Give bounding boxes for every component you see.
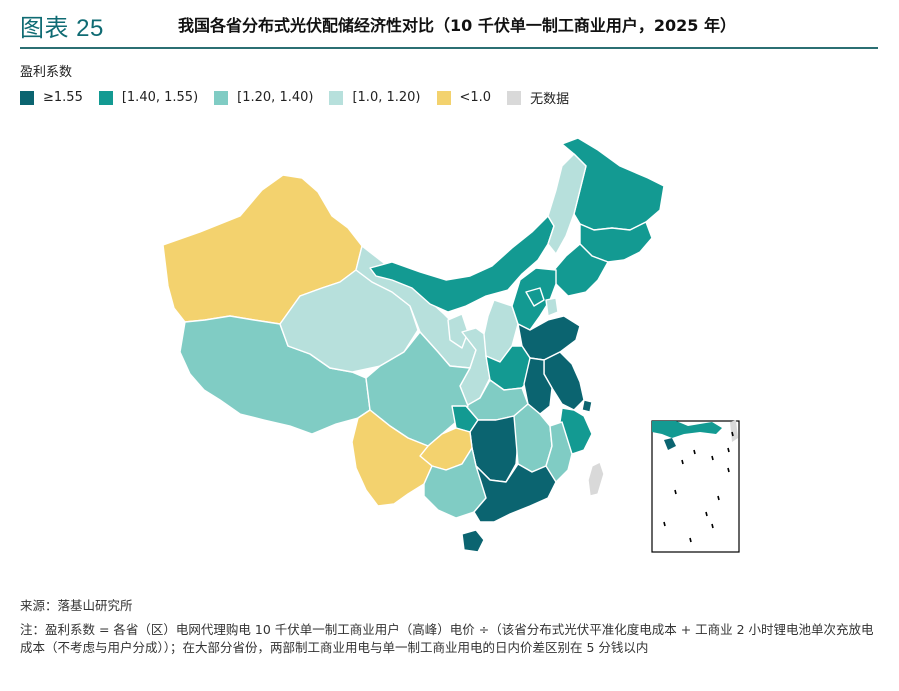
legend-item: ≥1.55 xyxy=(20,90,83,105)
china-province-map xyxy=(162,137,740,553)
legend-swatch xyxy=(436,90,451,105)
inset-coast xyxy=(652,421,722,438)
legend-swatch xyxy=(329,90,344,105)
province-北京 xyxy=(525,287,545,307)
legend-label: 无数据 xyxy=(530,92,570,107)
province-内蒙古 xyxy=(369,215,555,313)
legend-swatch xyxy=(20,90,34,105)
nine-dash-segment xyxy=(727,467,730,473)
figure-label: 图表 25 xyxy=(20,15,104,42)
legend-item: [1.40, 1.55) xyxy=(98,90,199,105)
source-text: 来源：落基山研究所 xyxy=(20,598,133,613)
province-江西 xyxy=(513,403,553,473)
legend-swatch xyxy=(507,90,522,105)
chart-title: 我国各省分布式光伏配储经济性对比（10 千伏单一制工商业用户，2025 年） xyxy=(178,16,736,35)
nine-dash-segment xyxy=(689,537,692,543)
legend-label: [1.20, 1.40) xyxy=(237,90,314,105)
nine-dash-segment xyxy=(663,521,666,527)
legend-item: 无数据 xyxy=(507,88,569,107)
nine-dash-segment xyxy=(727,447,730,453)
legend-item: <1.0 xyxy=(436,90,492,105)
footer: 来源：落基山研究所 注：盈利系数 = 各省（区）电网代理购电 10 千伏单一制工… xyxy=(20,597,880,657)
province-安徽 xyxy=(523,357,553,415)
legend-label: ≥1.55 xyxy=(43,90,83,105)
note-text: 注：盈利系数 = 各省（区）电网代理购电 10 千伏单一制工商业用户（高峰）电价… xyxy=(20,622,874,655)
province-蒙东 xyxy=(547,153,587,255)
legend-label: [1.40, 1.55) xyxy=(121,90,199,105)
nine-dash-segment xyxy=(731,431,734,437)
legend: ≥1.55 [1.40, 1.55) [1.20, 1.40) [1.0, 1.20)… xyxy=(20,88,585,107)
nine-dash-segment xyxy=(711,455,714,461)
province-上海 xyxy=(581,399,593,413)
nine-dash-segment xyxy=(681,459,684,465)
legend-label: [1.0, 1.20) xyxy=(352,90,421,105)
nine-dash-segment xyxy=(705,511,708,517)
legend-item: [1.20, 1.40) xyxy=(214,90,313,105)
inset-hainan xyxy=(664,438,676,450)
province-天津 xyxy=(545,297,559,317)
legend-item: [1.0, 1.20) xyxy=(329,90,421,105)
south-china-sea-inset xyxy=(651,420,740,553)
legend-swatch xyxy=(98,90,113,105)
inset-taiwan xyxy=(730,420,738,442)
header: 图表 25 我国各省分布式光伏配储经济性对比（10 千伏单一制工商业用户，202… xyxy=(0,0,899,44)
province-海南 xyxy=(461,529,485,553)
province-广东 xyxy=(473,463,557,523)
legend-swatch xyxy=(214,90,229,105)
nine-dash-segment xyxy=(674,489,677,495)
nine-dash-segment xyxy=(711,523,714,529)
province-台湾 xyxy=(587,461,605,497)
legend-title: 盈利系数 xyxy=(20,65,73,80)
nine-dash-segment xyxy=(693,449,696,455)
header-rule xyxy=(20,47,878,49)
map-area xyxy=(0,120,899,580)
nine-dash-segment xyxy=(717,495,720,501)
legend-label: <1.0 xyxy=(459,90,492,105)
province-宁夏 xyxy=(447,313,469,349)
